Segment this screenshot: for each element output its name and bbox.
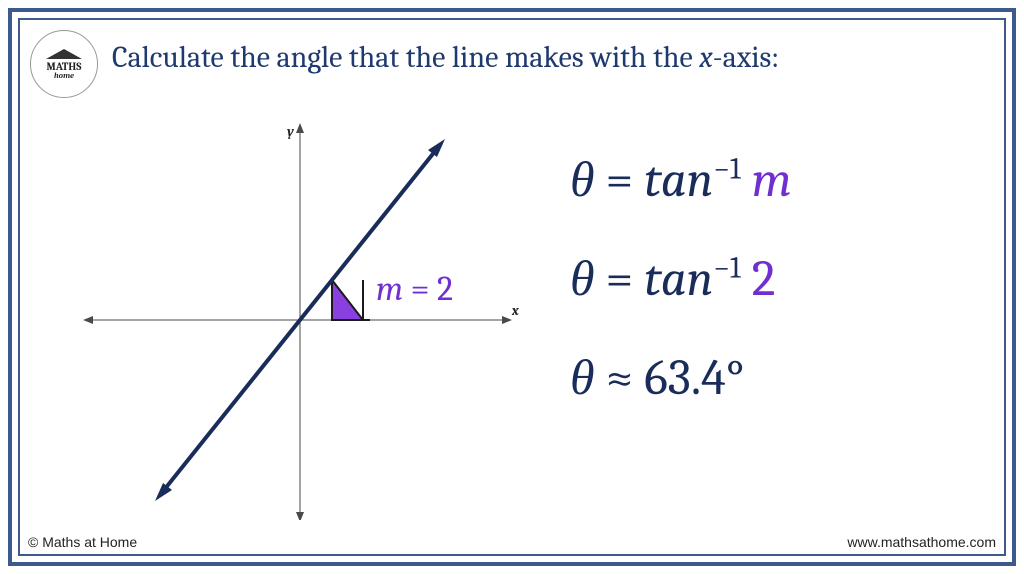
slope-val: 2 (437, 269, 453, 309)
eq2-sp (741, 250, 752, 308)
slope-triangle (332, 280, 363, 320)
title-suffix: -axis: (713, 40, 779, 75)
footer-copyright: © Maths at Home (28, 534, 137, 550)
eq1-sup: −1 (713, 151, 740, 186)
x-axis-arrow-left-icon (83, 316, 93, 324)
eq1-equals: = (595, 151, 645, 209)
graph-area: x y m = 2 (80, 120, 520, 520)
footer-url: www.mathsathome.com (847, 534, 996, 550)
equation-3: θ ≈ 63.4° (570, 348, 1010, 407)
slope-eq: = (403, 269, 437, 309)
logo-text-bottom: home (54, 72, 74, 80)
inner-frame: MATHS home Calculate the angle that the … (18, 18, 1006, 556)
slope-label: m = 2 (376, 269, 453, 309)
equation-2: θ = tan−1 2 (570, 249, 1010, 308)
outer-frame: MATHS home Calculate the angle that the … (8, 8, 1016, 566)
title-prefix: Calculate the angle that the line makes … (112, 40, 699, 75)
logo-roof-icon (46, 49, 82, 59)
eq1-sp (741, 151, 752, 209)
eq2-val: 2 (752, 250, 776, 308)
eq3-approx: ≈ (595, 349, 645, 407)
eq2-sup: −1 (713, 250, 740, 285)
eq2-theta: θ (570, 250, 595, 308)
eq3-val: 63.4° (644, 349, 744, 407)
eq2-tan: tan (644, 250, 713, 308)
graph-svg: x y m = 2 (80, 120, 520, 520)
eq3-theta: θ (570, 349, 595, 407)
slope-m: m (376, 269, 403, 309)
y-axis-label: y (286, 123, 294, 140)
y-axis-arrow-up-icon (296, 123, 304, 133)
y-axis-arrow-down-icon (296, 512, 304, 520)
eq1-theta: θ (570, 151, 595, 209)
eq2-equals: = (595, 250, 645, 308)
x-axis-arrow-right-icon (502, 316, 512, 324)
title-xvar: x (699, 40, 712, 75)
logo-text-top: MATHS (47, 61, 82, 72)
x-axis-label: x (511, 302, 519, 319)
logo-badge: MATHS home (30, 30, 98, 98)
eq1-tan: tan (644, 151, 713, 209)
eq1-m: m (752, 151, 792, 209)
equations-block: θ = tan−1 m θ = tan−1 2 θ ≈ 63.4° (570, 150, 1010, 447)
equation-1: θ = tan−1 m (570, 150, 1010, 209)
page-title: Calculate the angle that the line makes … (112, 40, 779, 75)
